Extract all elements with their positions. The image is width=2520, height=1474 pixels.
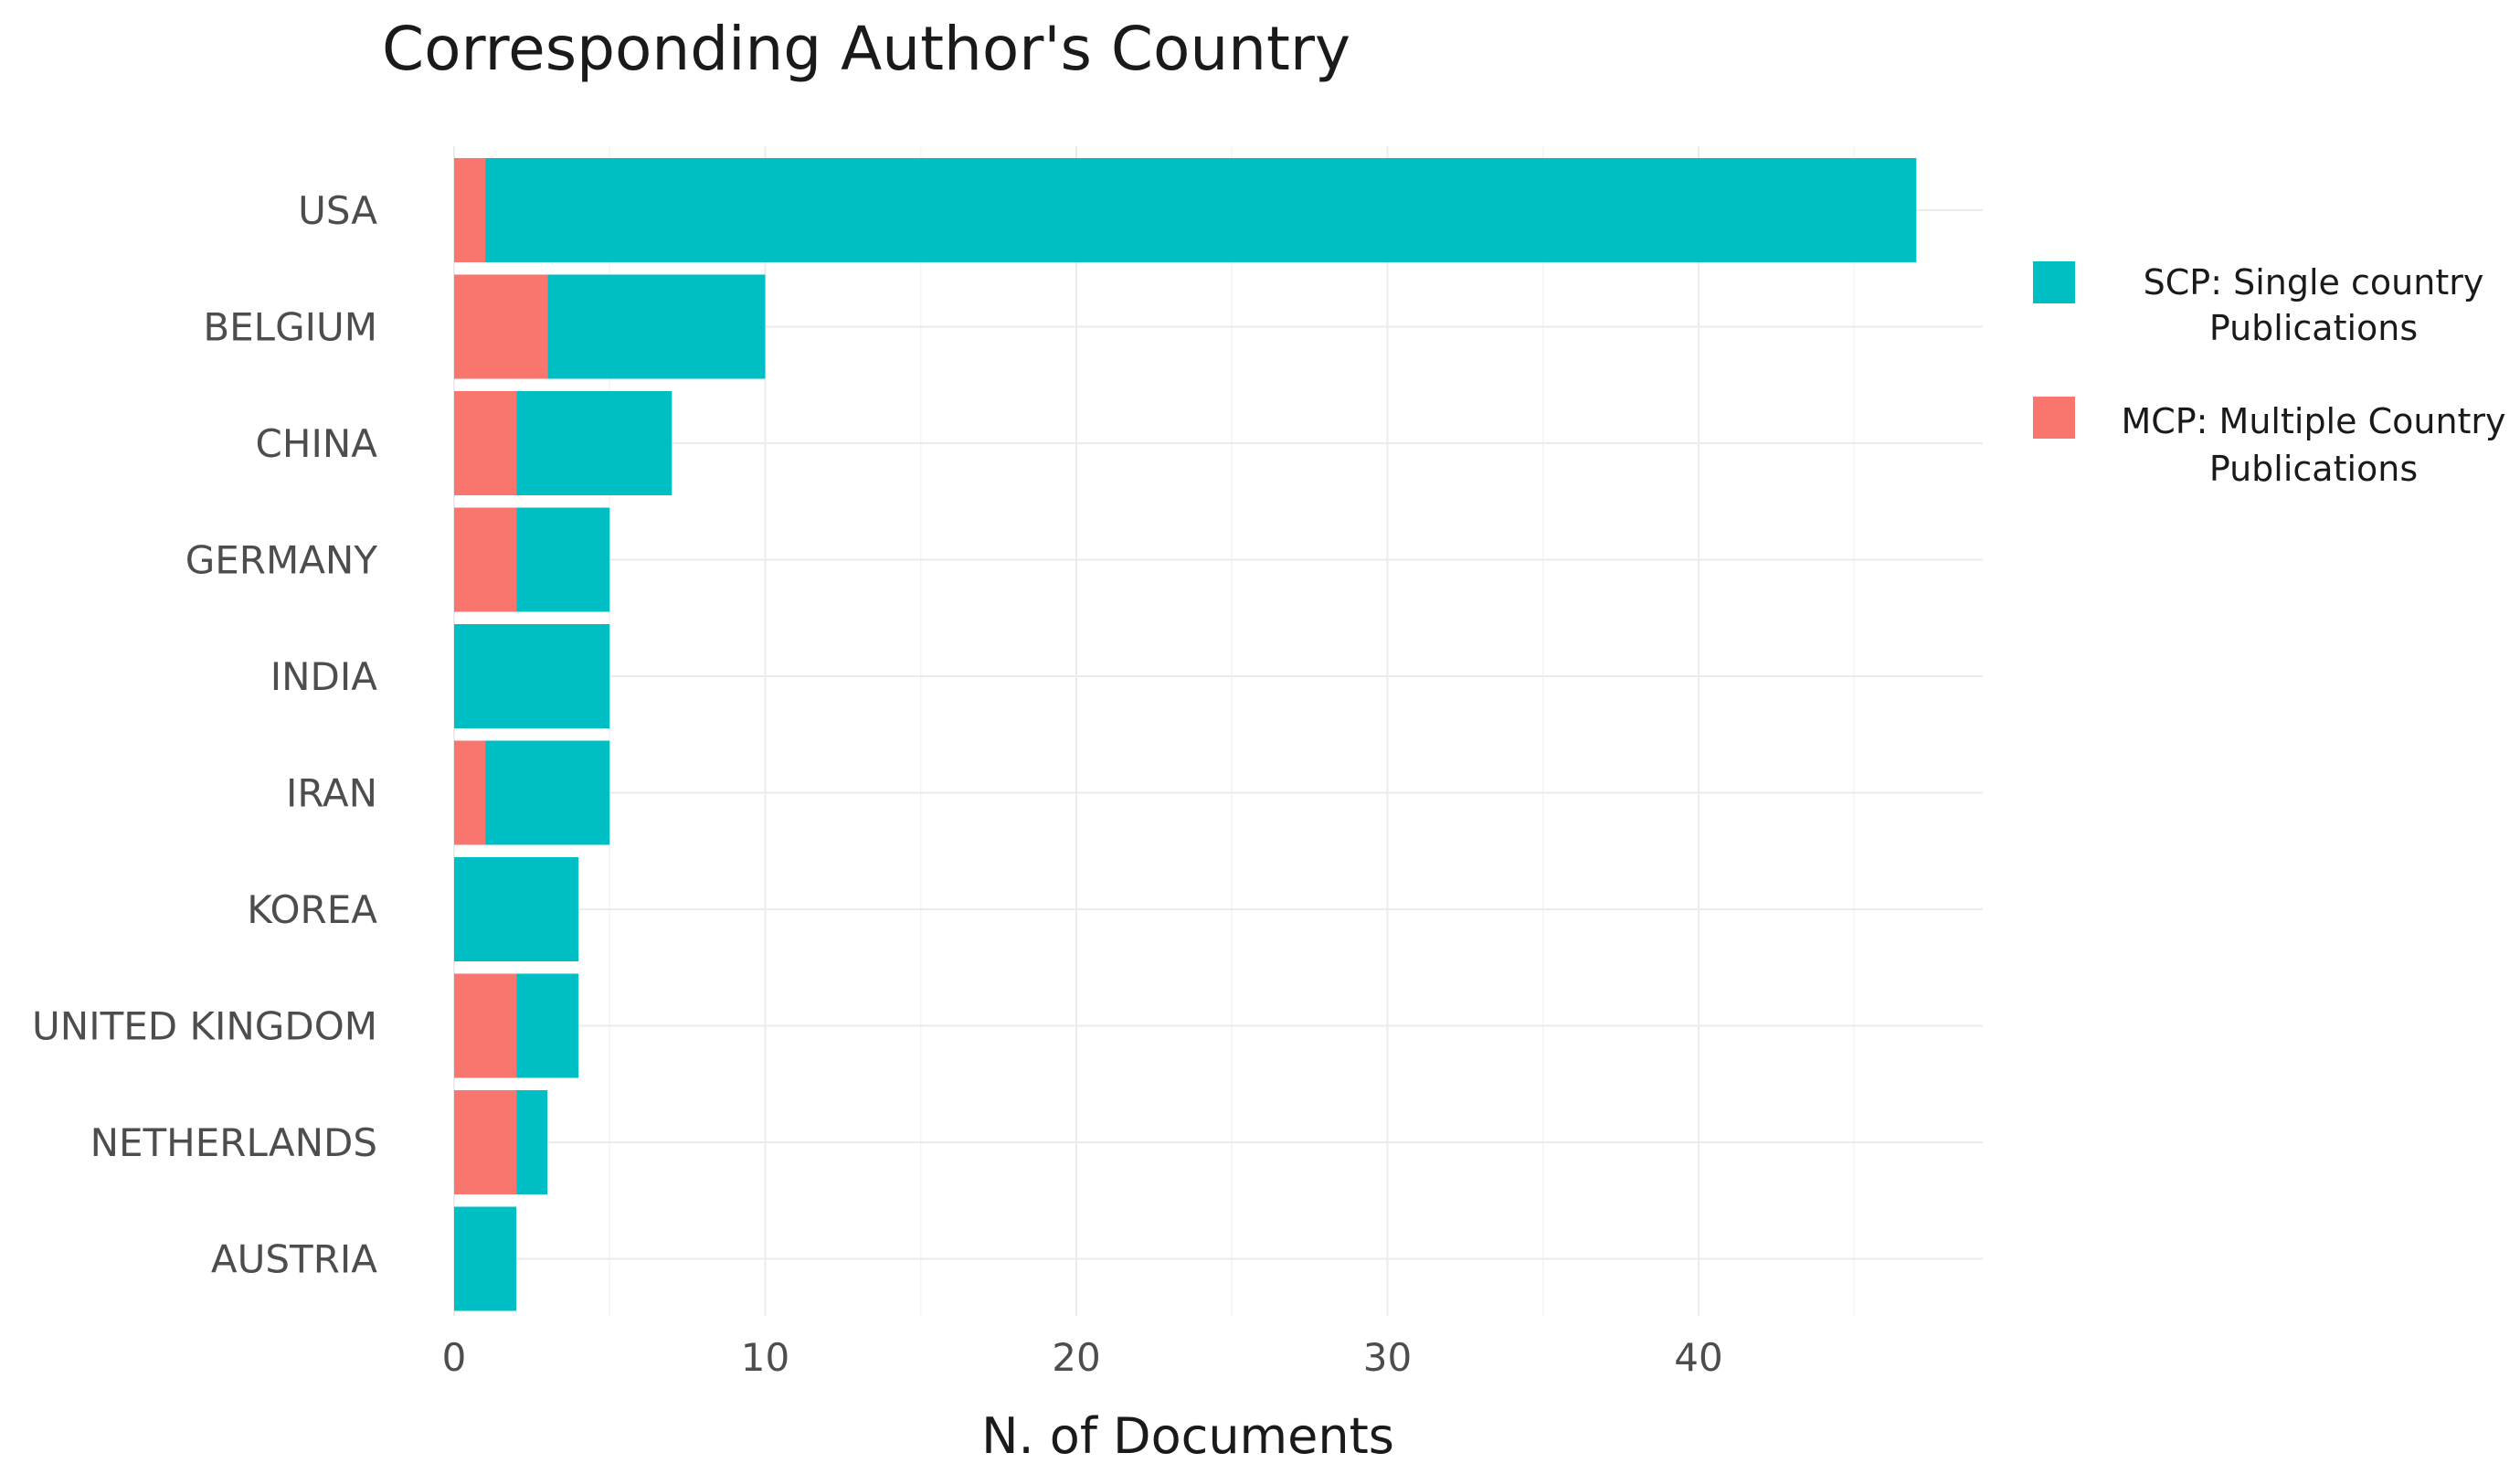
legend-label-mcp: MCP: Multiple Country (2121, 401, 2505, 441)
y-tick-label: USA (298, 188, 377, 233)
bar-mcp-usa (454, 158, 486, 262)
x-tick-label: 30 (1363, 1335, 1412, 1380)
y-tick-label: UNITED KINGDOM (32, 1004, 377, 1049)
x-tick-label: 0 (442, 1335, 467, 1380)
bar-mcp-germany (454, 507, 517, 612)
bar-mcp-iran (454, 740, 486, 845)
bar-scp-china (516, 391, 672, 495)
bars (454, 158, 1917, 1311)
x-axis-label: N. of Documents (981, 1407, 1394, 1465)
bar-scp-usa (485, 158, 1917, 262)
x-tick-label: 40 (1674, 1335, 1722, 1380)
legend-label-mcp-line2: Publications (2209, 449, 2418, 489)
legend-label-scp-line2: Publications (2209, 308, 2418, 348)
bar-mcp-netherlands (454, 1090, 517, 1194)
x-tick-label: 10 (741, 1335, 789, 1380)
bar-scp-united-kingdom (516, 973, 579, 1078)
y-tick-label: AUSTRIA (211, 1237, 377, 1282)
bar-scp-iran (485, 740, 610, 845)
x-tick-label: 20 (1052, 1335, 1100, 1380)
y-tick-label: INDIA (270, 654, 378, 699)
y-tick-label: CHINA (256, 421, 378, 466)
y-tick-label: IRAN (286, 771, 377, 816)
y-tick-label: BELGIUM (203, 305, 377, 350)
legend: SCP: Single country Publications MCP: Mult… (2033, 261, 2506, 489)
x-axis-ticks: 0 10 20 30 40 (442, 1335, 1723, 1380)
bar-mcp-china (454, 391, 517, 495)
bar-scp-austria (454, 1206, 517, 1311)
y-axis-ticks: USA BELGIUM CHINA GERMANY INDIA IRAN KOREA UNIT… (32, 188, 377, 1282)
bar-scp-germany (516, 507, 610, 612)
chart-title: Corresponding Author's Country (382, 14, 1350, 84)
legend-swatch-mcp (2033, 397, 2075, 439)
bar-scp-korea (454, 857, 579, 961)
y-tick-label: NETHERLANDS (90, 1120, 377, 1165)
y-tick-label: KOREA (247, 887, 377, 932)
legend-label-scp: SCP: Single country (2144, 262, 2484, 302)
bar-mcp-united-kingdom (454, 973, 517, 1078)
bar-scp-netherlands (516, 1090, 548, 1194)
bar-mcp-belgium (454, 274, 548, 379)
legend-swatch-scp (2033, 261, 2075, 303)
y-tick-label: GERMANY (185, 538, 378, 583)
bar-scp-india (454, 624, 610, 728)
bar-scp-belgium (547, 274, 766, 379)
